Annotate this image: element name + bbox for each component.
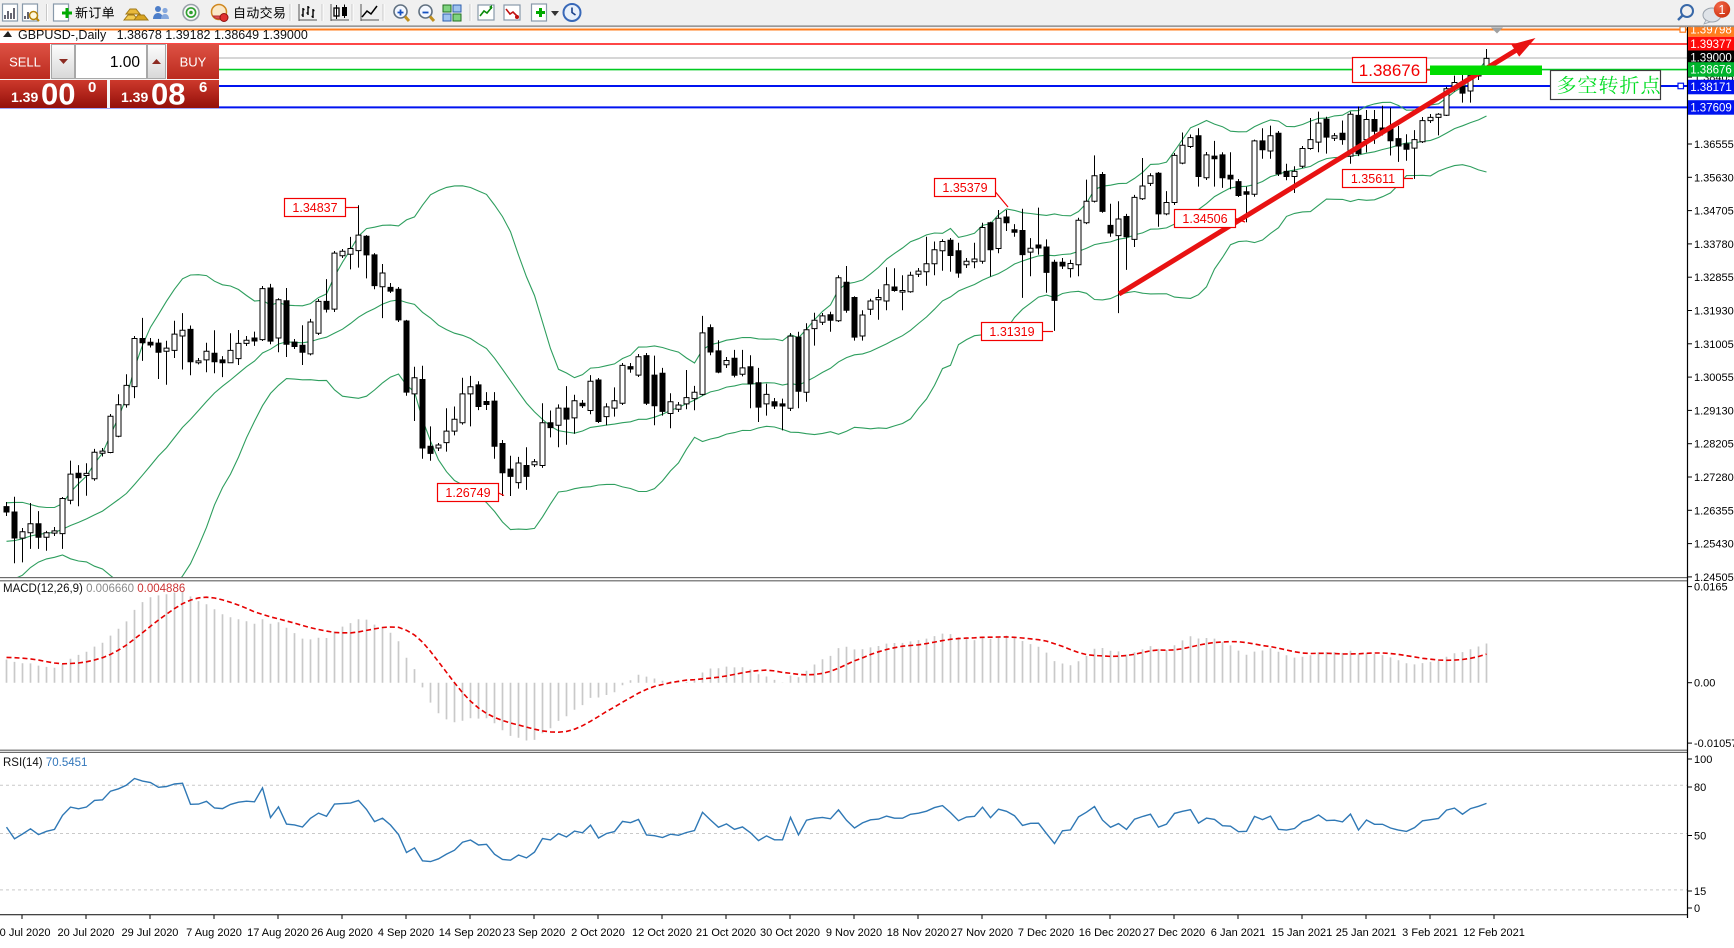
svg-text:1.39798: 1.39798 — [1690, 25, 1732, 37]
svg-text:3 Feb 2021: 3 Feb 2021 — [1402, 927, 1458, 939]
svg-text:25 Jan 2021: 25 Jan 2021 — [1336, 927, 1397, 939]
svg-text:15: 15 — [1694, 886, 1706, 898]
svg-text:1.38171: 1.38171 — [1690, 82, 1732, 94]
svg-text:20 Jul 2020: 20 Jul 2020 — [58, 927, 115, 939]
svg-text:08: 08 — [151, 77, 185, 112]
svg-text:15 Jan 2021: 15 Jan 2021 — [1272, 927, 1333, 939]
svg-text:6: 6 — [199, 79, 207, 96]
svg-text:1.00: 1.00 — [110, 54, 141, 71]
svg-text:1.38676: 1.38676 — [1359, 61, 1420, 80]
svg-text:12 Feb 2021: 12 Feb 2021 — [1463, 927, 1525, 939]
svg-text:RSI(14) 70.5451: RSI(14) 70.5451 — [3, 757, 87, 769]
svg-text:10 Jul 2020: 10 Jul 2020 — [0, 927, 50, 939]
svg-text:-0.010571: -0.010571 — [1694, 738, 1734, 750]
svg-text:BUY: BUY — [180, 55, 207, 70]
svg-text:26 Aug 2020: 26 Aug 2020 — [311, 927, 373, 939]
svg-text:MACD(12,26,9) 0.006660 0.00488: MACD(12,26,9) 0.006660 0.004886 — [3, 583, 185, 595]
svg-text:1.35379: 1.35379 — [942, 181, 987, 195]
svg-text:1.39: 1.39 — [121, 89, 148, 105]
svg-text:27 Dec 2020: 27 Dec 2020 — [1143, 927, 1205, 939]
svg-text:1.34705: 1.34705 — [1694, 206, 1734, 218]
svg-text:12 Oct 2020: 12 Oct 2020 — [632, 927, 692, 939]
svg-text:16 Dec 2020: 16 Dec 2020 — [1079, 927, 1141, 939]
svg-text:1.35630: 1.35630 — [1694, 172, 1734, 184]
svg-text:4 Sep 2020: 4 Sep 2020 — [378, 927, 434, 939]
svg-text:27 Nov 2020: 27 Nov 2020 — [951, 927, 1013, 939]
svg-text:1: 1 — [1719, 3, 1726, 17]
svg-text:100: 100 — [1694, 754, 1712, 766]
svg-text:29 Jul 2020: 29 Jul 2020 — [122, 927, 179, 939]
svg-text:0.0165: 0.0165 — [1694, 582, 1728, 594]
svg-text:1.25430: 1.25430 — [1694, 539, 1734, 551]
svg-text:1.34506: 1.34506 — [1182, 212, 1227, 226]
svg-text:1.30055: 1.30055 — [1694, 372, 1734, 384]
svg-text:GBPUSD-,Daily 1.38678 1.3918: GBPUSD-,Daily 1.38678 1.39182 1.38649 1.… — [18, 28, 308, 42]
svg-text:18 Nov 2020: 18 Nov 2020 — [887, 927, 949, 939]
svg-text:0.00: 0.00 — [1694, 678, 1715, 690]
svg-text:00: 00 — [41, 77, 75, 112]
svg-text:2 Oct 2020: 2 Oct 2020 — [571, 927, 625, 939]
svg-text:1.24505: 1.24505 — [1694, 572, 1734, 584]
svg-text:30 Oct 2020: 30 Oct 2020 — [760, 927, 820, 939]
svg-text:1.31319: 1.31319 — [989, 325, 1034, 339]
svg-text:17 Aug 2020: 17 Aug 2020 — [247, 927, 309, 939]
svg-text:9 Nov 2020: 9 Nov 2020 — [826, 927, 882, 939]
svg-text:1.39000: 1.39000 — [1690, 53, 1732, 65]
svg-text:50: 50 — [1694, 831, 1706, 843]
svg-text:21 Oct 2020: 21 Oct 2020 — [696, 927, 756, 939]
svg-text:1.29130: 1.29130 — [1694, 405, 1734, 417]
svg-text:1.26749: 1.26749 — [445, 486, 490, 500]
svg-text:1.37609: 1.37609 — [1690, 102, 1732, 114]
svg-text:7 Dec 2020: 7 Dec 2020 — [1018, 927, 1074, 939]
svg-text:0: 0 — [1694, 903, 1700, 915]
svg-text:6 Jan 2021: 6 Jan 2021 — [1211, 927, 1265, 939]
svg-text:14 Sep 2020: 14 Sep 2020 — [439, 927, 501, 939]
svg-text:1.34837: 1.34837 — [292, 201, 337, 215]
svg-text:1.26355: 1.26355 — [1694, 505, 1734, 517]
svg-text:1.32855: 1.32855 — [1694, 272, 1734, 284]
svg-text:1.27280: 1.27280 — [1694, 472, 1734, 484]
svg-text:1.31930: 1.31930 — [1694, 306, 1734, 318]
svg-text:1.31005: 1.31005 — [1694, 339, 1734, 351]
svg-text:1.38676: 1.38676 — [1690, 64, 1732, 76]
svg-text:1.35611: 1.35611 — [1351, 172, 1395, 186]
svg-text:0: 0 — [88, 79, 96, 96]
svg-text:23 Sep 2020: 23 Sep 2020 — [503, 927, 565, 939]
svg-text:1.36555: 1.36555 — [1694, 139, 1734, 151]
svg-text:1.33780: 1.33780 — [1694, 239, 1734, 251]
svg-text:1.28205: 1.28205 — [1694, 439, 1734, 451]
svg-text:7 Aug 2020: 7 Aug 2020 — [186, 927, 242, 939]
svg-text:80: 80 — [1694, 782, 1706, 794]
svg-text:1.39377: 1.39377 — [1690, 39, 1732, 51]
svg-text:SELL: SELL — [9, 55, 41, 70]
svg-text:1.39: 1.39 — [11, 89, 38, 105]
